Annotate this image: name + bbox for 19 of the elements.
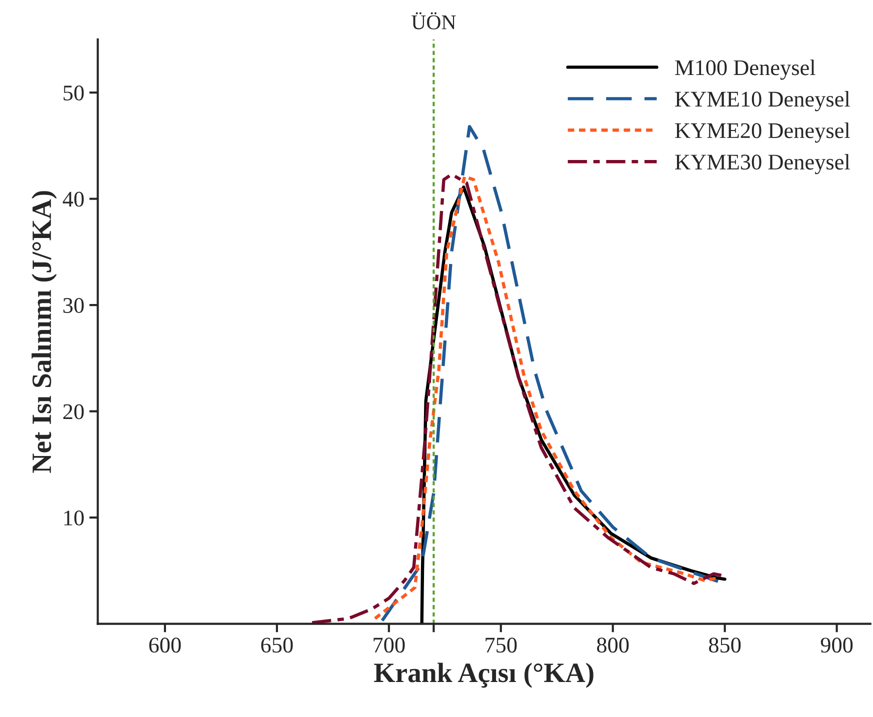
y-axis-title: Net Isı Salınımı (J/°KA) [32, 191, 57, 473]
x-tick-label: 900 [820, 638, 853, 653]
legend-label: KYME30 Deneysel [675, 154, 850, 174]
legend-label: KYME10 Deneysel [675, 91, 850, 112]
x-tick-label: 800 [597, 638, 629, 653]
x-tick-label: 850 [709, 638, 741, 653]
x-axis-title: Krank Açısı (°KA) [374, 662, 594, 688]
y-tick-label: 50 [64, 85, 84, 100]
x-tick-label: 750 [486, 638, 517, 653]
legend-label: M100 Deneysel [675, 60, 816, 80]
legend-label: KYME20 Deneysel [675, 122, 850, 143]
x-tick-label: 700 [374, 638, 405, 653]
y-tick-label: 10 [64, 510, 84, 526]
ref-line-label: ÜÖN [412, 12, 456, 30]
y-tick-label: 30 [63, 298, 84, 313]
x-tick-label: 600 [149, 638, 181, 653]
x-tick-label: 650 [261, 638, 293, 653]
y-tick-label: 20 [63, 404, 84, 420]
y-tick-label: 40 [62, 192, 84, 207]
